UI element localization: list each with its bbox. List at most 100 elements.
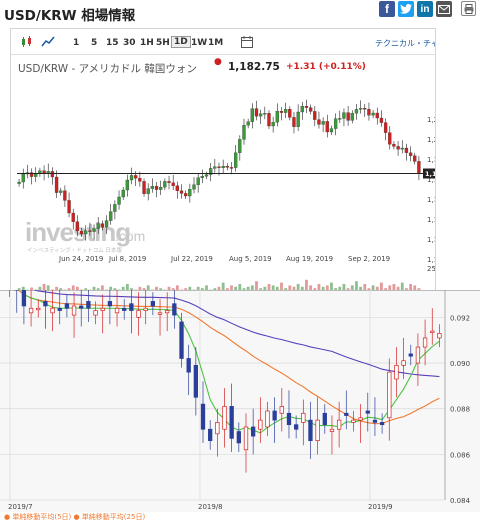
volume-bar (284, 288, 288, 291)
lower-candle (157, 312, 163, 315)
lower-legend: ● 単純移動平均(5日) ● 単純移動平均(25日) (4, 512, 145, 520)
technical-chart-link[interactable]: テクニカル・チャート › (375, 39, 435, 48)
candle (329, 128, 334, 133)
candle (271, 122, 275, 127)
volume-bar (113, 288, 117, 291)
current-price: 1,182.75 (228, 61, 280, 73)
candle (59, 190, 63, 193)
volume-bar (71, 285, 75, 291)
line-chart-icon[interactable] (41, 36, 55, 48)
volume-bar (384, 288, 387, 291)
volume-bar (317, 284, 321, 291)
candle (142, 181, 146, 194)
volume-bar (225, 288, 229, 291)
volume-bar (288, 285, 292, 291)
candle (396, 146, 400, 150)
x-tick-label: Jul 22, 2019 (170, 255, 213, 263)
candlestick-icon[interactable] (21, 36, 33, 48)
volume-bar (42, 284, 46, 291)
volume-bar (246, 286, 250, 291)
volume-bar (255, 281, 258, 291)
lower-candle (430, 330, 435, 333)
timeframe-1d[interactable]: 1D (171, 36, 191, 48)
pair-label: USD/KRW - アメリカドル 韓国ウォン (18, 63, 197, 75)
candle (67, 200, 71, 214)
candle (408, 152, 413, 156)
timeframe-1w[interactable]: 1W (191, 38, 208, 48)
timeframe-1[interactable]: 1 (73, 38, 80, 48)
candle (263, 113, 267, 115)
volume-bar (184, 288, 188, 291)
candle (100, 223, 105, 228)
lower-candle (401, 360, 406, 366)
lower-candle (279, 406, 284, 414)
volume-bar (313, 288, 317, 291)
lower-y-label: 0.090 (450, 360, 470, 368)
volume-bar (92, 286, 96, 291)
lower-candle (28, 307, 34, 314)
lower-candle (308, 419, 313, 442)
candle (413, 155, 417, 162)
candle (175, 185, 180, 191)
volume-bar (392, 284, 396, 291)
twitter-icon[interactable] (398, 1, 414, 17)
candle (288, 109, 292, 118)
lower-candle (208, 428, 213, 442)
volume-bar (159, 288, 163, 291)
volume-bar (409, 284, 412, 291)
investing-watermark-suffix: .com (115, 228, 145, 244)
page-title: USD/KRW 相場情報 (4, 8, 136, 24)
volume-bar (267, 284, 271, 291)
lower-candle (422, 337, 428, 348)
linkedin-icon[interactable]: in (417, 1, 433, 17)
candle (238, 139, 242, 153)
candle (333, 118, 338, 129)
lower-candle (107, 301, 113, 307)
timeframe-1h[interactable]: 1H (140, 38, 154, 48)
volume-bar (330, 282, 333, 291)
volume-bar (138, 286, 142, 291)
candle (379, 117, 384, 123)
candle (163, 181, 167, 188)
candle (109, 211, 113, 221)
candle (225, 166, 229, 168)
candle (346, 112, 350, 121)
lower-chart-svg[interactable]: 0.092 0.090 0.088 0.086 0.084 2019/7 2019/8 201… (0, 290, 480, 520)
x-tick-label: Jul 8, 2019 (108, 255, 146, 263)
lower-candle (100, 307, 105, 311)
timeframe-15[interactable]: 15 (106, 38, 119, 48)
candle (250, 108, 254, 122)
timeframe-5h[interactable]: 5H (156, 38, 170, 48)
timeframe-5[interactable]: 5 (91, 38, 98, 48)
email-icon[interactable] (436, 1, 452, 17)
lower-candle (229, 406, 234, 439)
lower-candle (93, 310, 98, 316)
lower-candle (179, 321, 184, 359)
timeframe-1m[interactable]: 1M (208, 38, 224, 48)
candle (17, 181, 21, 184)
lower-candle (301, 412, 306, 423)
candle (234, 152, 238, 168)
candle (354, 109, 359, 114)
print-icon[interactable] (461, 1, 476, 16)
candle (50, 171, 55, 178)
facebook-icon[interactable]: f (379, 1, 395, 17)
x-tick-label: Aug 5, 2019 (229, 255, 272, 263)
calendar-icon[interactable] (241, 36, 253, 48)
candle (242, 125, 246, 140)
candle (71, 212, 75, 222)
candle (21, 173, 25, 183)
candle (200, 176, 204, 178)
candle (192, 184, 196, 190)
lower-candle (64, 303, 70, 309)
lower-candle (251, 426, 256, 437)
volume-bar (59, 288, 63, 291)
x-tick-label: Aug 19, 2019 (286, 255, 333, 263)
timeframe-30[interactable]: 30 (123, 38, 136, 48)
volume-bar (125, 284, 129, 291)
candle (29, 172, 34, 177)
lower-candle (71, 305, 77, 316)
price-change: +1.31 (+0.11%) (286, 62, 366, 72)
